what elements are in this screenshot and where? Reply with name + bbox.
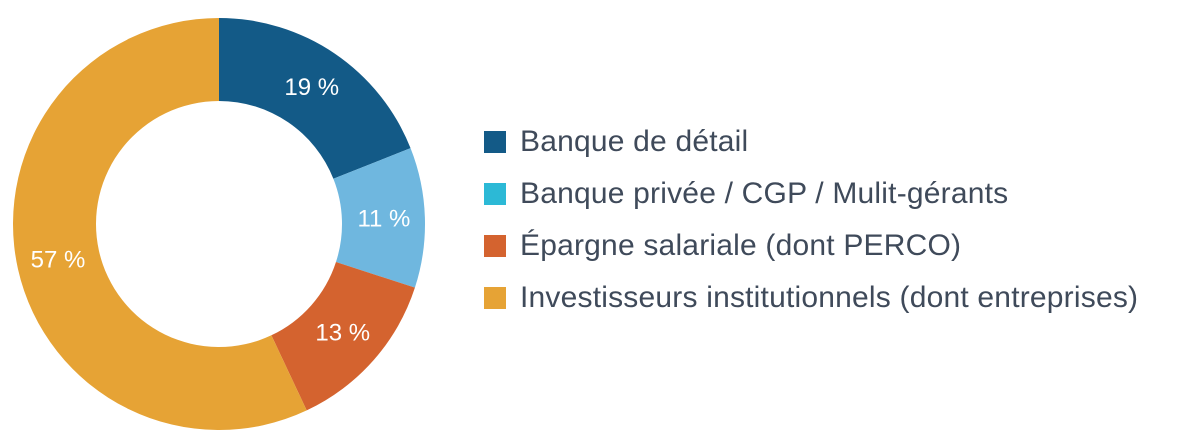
legend-item-investisseurs-institutionnels: Investisseurs institutionnels (dont entr… (484, 272, 1138, 324)
slice-value-label: 11 % (357, 205, 410, 232)
legend-label: Épargne salariale (dont PERCO) (520, 229, 962, 262)
donut-chart: 19 % 11 % 13 % 57 % (13, 18, 426, 430)
slice-banque-privee-cgp-mulit-gerants (333, 148, 426, 288)
legend-item-epargne-salariale: Épargne salariale (dont PERCO) (484, 220, 1138, 272)
slice-epargne-salariale-dont-perco (271, 262, 415, 411)
slice-value-label: 57 % (31, 246, 86, 273)
chart-legend: Banque de détail Banque privée / CGP / M… (484, 116, 1138, 324)
legend-swatch (484, 235, 506, 257)
slice-value-label: 19 % (284, 74, 339, 101)
legend-label: Banque privée / CGP / Mulit-gérants (520, 177, 1009, 210)
legend-item-banque-de-detail: Banque de détail (484, 116, 1138, 168)
legend-label: Banque de détail (520, 125, 749, 158)
legend-swatch (484, 287, 506, 309)
legend-swatch (484, 183, 506, 205)
slice-value-label: 13 % (315, 320, 370, 347)
legend-swatch (484, 131, 506, 153)
legend-label: Investisseurs institutionnels (dont entr… (520, 281, 1139, 314)
slice-investisseurs-institutionnels-dont-entreprises (13, 18, 307, 430)
legend-item-banque-privee: Banque privée / CGP / Mulit-gérants (484, 168, 1138, 220)
slice-banque-de-detail (219, 18, 411, 179)
